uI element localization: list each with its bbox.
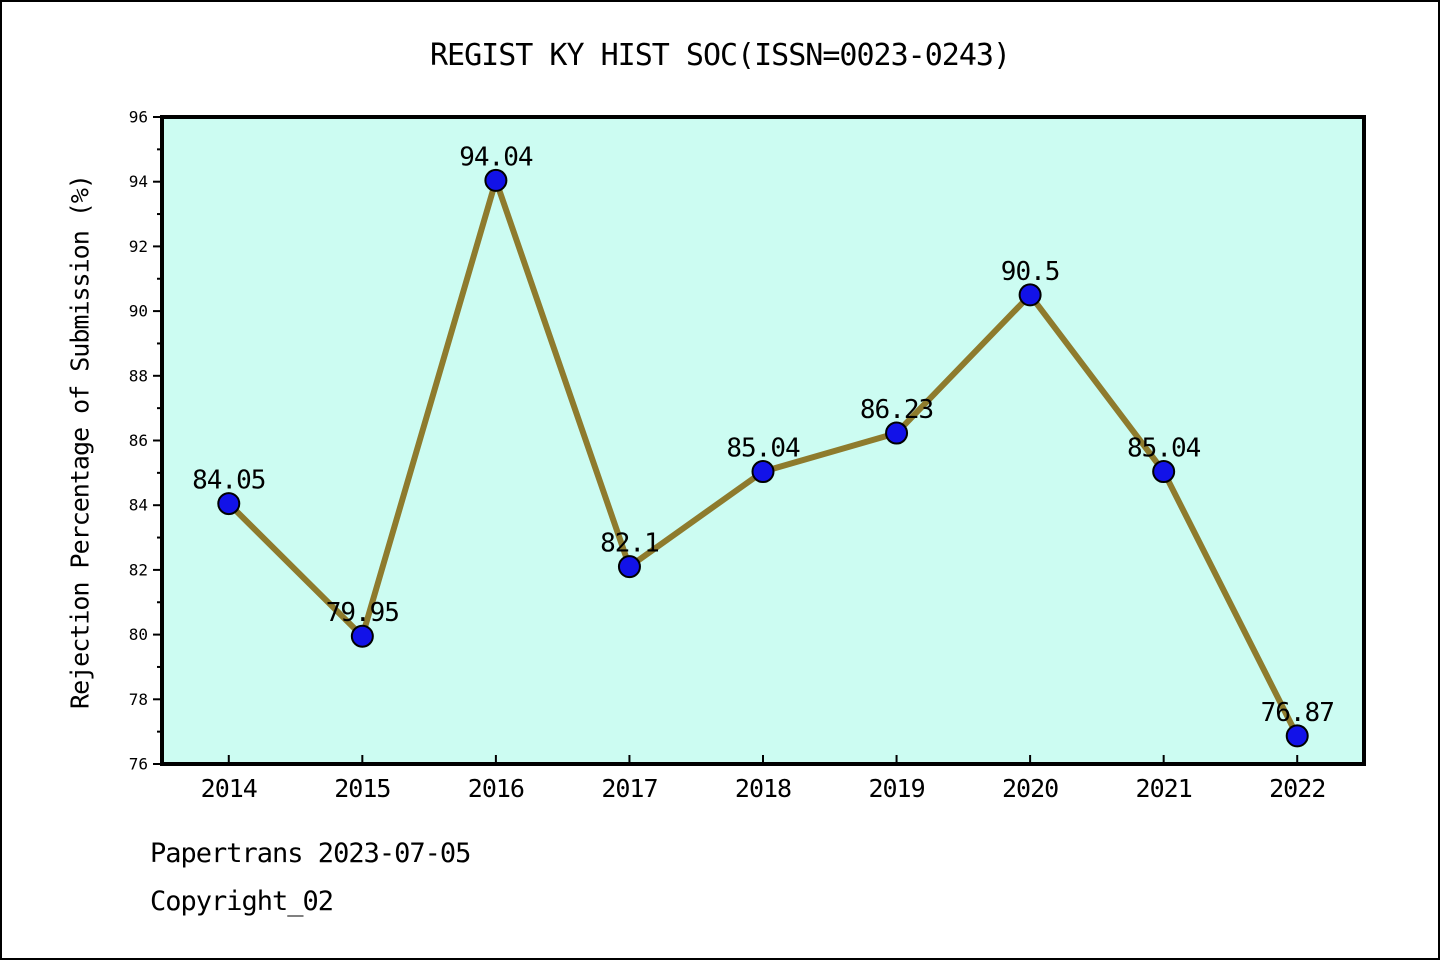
plot-area [162,117,1364,764]
data-point-marker [617,555,641,579]
y-tick-label: 90 [129,302,148,321]
data-point-marker [484,168,508,192]
data-point-label: 82.1 [600,529,659,559]
page-title: REGIST KY HIST SOC(ISSN=0023-0243) [429,38,1011,73]
plot-border [160,115,1366,766]
footer-credit: Papertrans 2023-07-05 [150,838,471,869]
data-point-label: 79.95 [326,598,399,628]
data-point-marker [1152,460,1176,484]
y-tick-label: 94 [129,172,148,191]
x-tick-label: 2017 [601,774,657,803]
x-tick-label: 2022 [1269,774,1325,803]
data-point-label: 76.87 [1261,698,1334,728]
data-point-marker [751,460,775,484]
y-tick-label: 92 [129,237,148,256]
data-point-label: 94.04 [459,142,533,172]
data-point-label: 85.04 [726,434,800,464]
y-tick-label: 78 [129,690,148,709]
y-tick-label: 86 [129,431,148,450]
x-tick-label: 2015 [334,774,390,803]
y-tick-label: 80 [129,625,148,644]
data-point-label: 90.5 [1001,257,1060,287]
x-tick-label: 2019 [868,774,924,803]
y-tick-label: 84 [129,496,148,515]
data-point-marker [217,492,241,516]
x-tick-label: 2014 [201,774,257,803]
y-tick-label: 96 [129,108,148,127]
x-tick-label: 2016 [468,774,524,803]
data-point-marker [350,624,374,648]
y-tick-label: 82 [129,560,148,579]
data-point-marker [1018,283,1042,307]
x-tick-label: 2018 [735,774,791,803]
x-tick-label: 2020 [1002,774,1058,803]
footer-copyright: Copyright_02 [150,886,334,917]
data-point-marker [1285,724,1309,748]
y-tick-label: 88 [129,366,148,385]
data-point-label: 85.04 [1127,434,1201,464]
data-point-label: 84.05 [192,466,265,496]
data-point-label: 86.23 [860,395,933,425]
y-tick-label: 76 [129,755,148,774]
data-point-marker [885,421,909,445]
x-tick-label: 2021 [1136,774,1192,803]
